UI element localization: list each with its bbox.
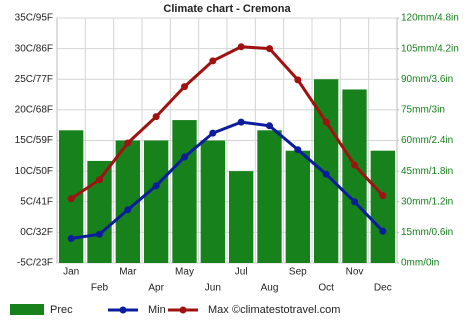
precip-bar	[285, 150, 310, 263]
temp-point	[67, 195, 75, 203]
x-tick-label: Jun	[205, 283, 221, 294]
precip-bar	[342, 89, 367, 263]
legend-swatch	[10, 304, 44, 315]
temp-point	[96, 230, 103, 238]
temp-point	[294, 76, 302, 84]
precip-bar	[200, 140, 225, 263]
temp-line	[70, 120, 384, 240]
y2-tick-label: 0mm/0in	[401, 258, 439, 269]
y2-tick-label: 45mm/1.8in	[401, 166, 453, 177]
temp-point	[124, 139, 132, 147]
temp-point	[322, 118, 330, 126]
temp-point	[379, 192, 387, 200]
y-tick-label: 35C/95F	[15, 13, 53, 24]
y2-tick-label: 105mm/4.2in	[401, 43, 459, 54]
y-tick-label: 5C/41F	[20, 196, 53, 207]
legend-label: Max	[208, 304, 229, 316]
legend-swatch	[179, 306, 187, 314]
temp-point	[322, 170, 330, 178]
legend-label: Min	[148, 304, 166, 316]
temp-point	[67, 235, 75, 242]
x-tick-label: Dec	[374, 283, 392, 294]
temp-point	[351, 161, 358, 169]
temp-point	[237, 43, 245, 51]
legend-swatch	[119, 306, 127, 314]
y-tick-label: 10C/50F	[15, 166, 53, 177]
chart-title: Climate chart - Cremona	[163, 3, 291, 15]
x-tick-label: Oct	[318, 283, 334, 294]
legend-label: Prec	[50, 304, 73, 316]
temp-point	[266, 45, 273, 53]
temp-point	[152, 113, 160, 121]
precip-bar	[370, 150, 395, 263]
precip-bar	[172, 120, 197, 263]
temp-point	[209, 129, 217, 137]
precip-bar	[144, 140, 169, 263]
temp-line	[70, 45, 384, 200]
temp-point	[181, 83, 188, 91]
y2-tick-label: 15mm/0.6in	[401, 227, 453, 238]
x-tick-label: May	[175, 267, 194, 278]
x-tick-label: Jan	[63, 267, 79, 278]
temp-point	[209, 57, 217, 65]
x-tick-label: Mar	[119, 267, 137, 278]
y2-tick-label: 75mm/3in	[401, 105, 445, 116]
y-tick-label: 20C/68F	[15, 105, 53, 116]
temp-point	[266, 122, 273, 130]
precip-bar	[229, 171, 254, 263]
x-tick-label: Feb	[91, 283, 109, 294]
temp-point	[237, 118, 245, 126]
y-tick-label: 15C/59F	[15, 135, 53, 146]
x-tick-label: Sep	[289, 267, 307, 278]
y-tick-label: 25C/77F	[15, 74, 53, 85]
x-tick-label: Aug	[261, 283, 279, 294]
x-tick-label: Jul	[235, 267, 248, 278]
temp-point	[152, 182, 160, 190]
temp-point	[181, 153, 188, 161]
x-tick-label: Apr	[148, 283, 164, 294]
y-tick-label: 30C/86F	[15, 43, 53, 54]
y-tick-label: 0C/32F	[20, 227, 53, 238]
y2-tick-label: 60mm/2.4in	[401, 135, 453, 146]
temp-point	[294, 146, 302, 154]
precip-bar	[257, 130, 282, 263]
y2-tick-label: 30mm/1.2in	[401, 196, 453, 207]
y2-tick-label: 90mm/3.6in	[401, 74, 453, 85]
temp-point	[124, 206, 132, 214]
x-tick-label: Nov	[346, 267, 364, 278]
credit: ©climatestotravel.com	[232, 304, 340, 316]
temp-point	[351, 198, 358, 206]
temp-point	[379, 227, 387, 235]
y-tick-label: -5C/23F	[17, 258, 53, 269]
y2-tick-label: 120mm/4.8in	[401, 13, 459, 24]
temp-point	[96, 176, 103, 184]
